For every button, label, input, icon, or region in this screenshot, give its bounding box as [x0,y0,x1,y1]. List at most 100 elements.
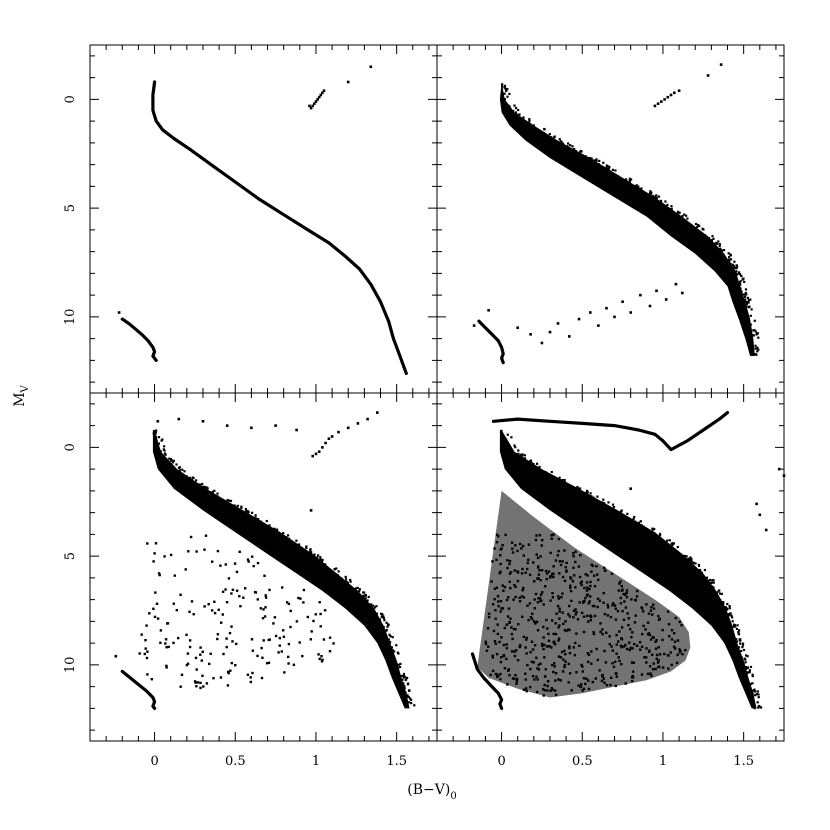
wedge-point [661,638,664,642]
wedge-point [609,615,613,619]
wedge-point [584,597,587,600]
wedge-point [221,590,225,593]
wedge-point [497,604,500,608]
wedge-point [192,613,195,616]
wedge-point [167,645,170,649]
panel-frame [89,44,438,394]
wedge-point [289,609,292,613]
band-scatter-point [515,113,518,116]
wedge-point [166,622,169,625]
band-scatter-point [285,536,288,539]
sequence-curve [120,317,158,362]
wedge-point [564,620,567,623]
wedge-point [513,677,516,681]
band-scatter-point [728,614,731,617]
band-scatter-point [751,348,754,351]
wedge-point [599,630,602,634]
wedge-point [521,544,525,548]
wedge-point [550,537,553,540]
band-scatter-point [512,109,515,112]
wedge-point [490,580,493,583]
band-scatter-point [550,136,553,139]
wedge-point [655,657,658,661]
wedge-point [589,615,592,618]
wedge-point [622,618,626,621]
wedge-point [153,615,157,619]
wedge-point [568,615,571,618]
star-point [330,435,334,438]
wedge-point [581,665,584,668]
band-scatter-point [694,222,698,226]
wedge-point [593,604,596,608]
wedge-point [537,597,540,600]
band-scatter-point [354,587,357,590]
band-scatter-point [634,520,637,523]
wedge-point [668,635,671,638]
wedge-point [230,661,233,665]
band-scatter-point [391,636,394,639]
band-scatter-point [760,706,763,709]
wedge-point [645,647,648,650]
wedge-point [557,595,560,598]
star-point [313,102,316,105]
band-scatter-point [626,512,629,515]
band-scatter-point [676,545,679,549]
wedge-point [514,674,517,677]
band-scatter-point [739,287,742,290]
wedge-point [489,673,492,677]
wedge-point [511,551,515,554]
band-scatter-point [654,195,657,198]
wedge-point [670,638,674,641]
wedge-point [585,581,589,584]
band-scatter-point [717,596,720,599]
wedge-point [552,565,555,568]
wedge-point [281,586,284,589]
band-scatter-point [731,267,734,270]
star-point [319,93,323,97]
band-scatter-point [710,239,713,242]
wedge-point [650,606,653,609]
y-tick-label: 0 [63,443,78,451]
wedge-point [543,689,546,692]
wedge-point [508,562,511,566]
wedge-point [306,615,309,619]
wedge-point [541,538,544,542]
band-scatter-point [397,663,400,666]
wedge-point [153,552,156,555]
wedge-point [551,663,554,667]
x-tick-label: 1.5 [386,754,407,769]
band-scatter-point [404,679,407,682]
wedge-point [635,595,639,598]
band-scatter-point [152,432,155,435]
band-scatter-point [738,638,741,641]
wedge-point [615,643,618,646]
wedge-point [587,620,590,623]
wedge-point [518,542,522,546]
wedge-point [201,674,204,677]
band-scatter-point [246,509,249,513]
band-scatter-point [397,652,400,655]
band-scatter-point [676,210,680,213]
wedge-point [328,636,332,639]
wedge-point [561,670,565,673]
wedge-point [620,645,623,649]
band-scatter-point [749,682,752,686]
wedge-point [643,656,646,659]
star-point [663,98,666,101]
band-scatter-point [268,524,271,527]
wedge-point [562,622,565,626]
wedge-point [264,596,268,599]
wedge-point [575,632,578,635]
band-scatter-point [209,491,212,494]
band-scatter-point [566,145,569,148]
band-scatter-point [384,635,387,638]
band-scatter-point [725,607,728,610]
wedge-point [514,595,517,599]
wedge-point [491,603,495,606]
wedge-point [580,580,583,583]
wedge-point [582,601,585,604]
wedge-point [632,661,635,664]
band-scatter-point [382,617,385,620]
wedge-point [159,629,163,632]
star-point [653,104,657,108]
